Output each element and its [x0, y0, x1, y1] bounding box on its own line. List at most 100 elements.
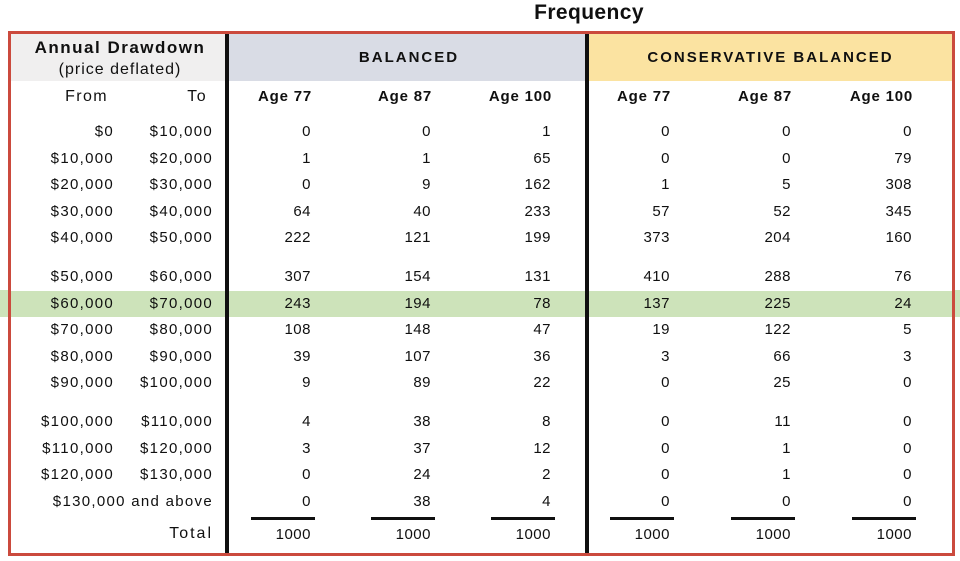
balanced-frequency-value: 0: [302, 492, 311, 510]
conservative-frequency-value: 0: [903, 374, 912, 391]
page-title: Frequency: [534, 1, 644, 24]
total-conservative-age-77: 1000: [589, 515, 710, 553]
conservative-frequency-value: 57: [652, 202, 670, 220]
conservative-frequency-value: 1: [782, 466, 791, 483]
conservative-frequency-value: 0: [903, 123, 912, 140]
conservative-frequency-value: 1: [782, 439, 791, 457]
balanced-frequency-value: 40: [413, 202, 431, 220]
banner-row: Annual Drawdown (price deflated) BALANCE…: [11, 34, 952, 81]
balanced-frequency-value: 4: [542, 492, 551, 510]
balanced-frequency-value: 38: [413, 413, 431, 430]
balanced-frequency-value: 47: [533, 321, 551, 338]
balanced-frequency-value: 0: [302, 176, 311, 193]
to-value: $30,000: [149, 176, 213, 193]
from-value: $120,000: [41, 466, 114, 483]
conservative-frequency-value: 308: [885, 176, 912, 193]
balanced-frequency-value: 1: [422, 149, 431, 167]
row-header-subtitle: (price deflated): [58, 61, 182, 78]
table-row: $130,000 and above 0 38 4 0 0 0: [11, 489, 952, 516]
from-value: $30,000: [50, 202, 114, 220]
balanced-frequency-value: 108: [284, 321, 311, 338]
conservative-frequency-value: 52: [773, 202, 791, 220]
conservative-frequency-value: 345: [885, 202, 912, 220]
row-header-banner: Annual Drawdown (price deflated): [11, 34, 229, 81]
balanced-frequency-value: 162: [524, 176, 551, 193]
balanced-frequency-value: 1: [542, 123, 551, 140]
total-overline: [491, 517, 555, 520]
to-value: $40,000: [149, 202, 213, 220]
to-value: $110,000: [141, 413, 213, 430]
balanced-frequency-value: 154: [404, 268, 431, 285]
conservative-frequency-value: 137: [643, 294, 670, 312]
balanced-frequency-value: 3: [302, 439, 311, 457]
total-conservative-age-100: 1000: [831, 515, 952, 553]
table-row: $80,000 $90,000 39 107 36 3 66 3: [11, 344, 952, 371]
balanced-frequency-value: 0: [422, 123, 431, 140]
total-overline: [371, 517, 435, 520]
to-value: $120,000: [140, 439, 213, 457]
range-label: $130,000 and above: [52, 492, 213, 510]
balanced-frequency-value: 2: [542, 466, 551, 483]
from-value: $10,000: [50, 149, 114, 167]
table-row: $10,000 $20,000 1 1 65 0 0 79: [11, 146, 952, 173]
to-value: $60,000: [149, 268, 213, 285]
conservative-frequency-value: 79: [894, 149, 912, 167]
total-balanced-age-100: 1000: [469, 515, 589, 553]
column-header-from: From: [65, 88, 108, 105]
table-row: $110,000 $120,000 3 37 12 0 1 0: [11, 436, 952, 463]
balanced-frequency-value: 0: [302, 123, 311, 140]
total-overline: [852, 517, 916, 520]
from-value: $90,000: [50, 374, 114, 391]
balanced-frequency-value: 1: [302, 149, 311, 167]
balanced-frequency-value: 39: [293, 347, 311, 365]
balanced-frequency-value: 0: [302, 466, 311, 483]
conservative-frequency-value: 160: [885, 229, 912, 246]
conservative-frequency-value: 76: [894, 268, 912, 285]
table-row: $30,000 $40,000 64 40 233 57 52 345: [11, 199, 952, 226]
column-header-conservative-age-77: Age 77: [617, 88, 671, 105]
conservative-frequency-value: 19: [652, 321, 670, 338]
balanced-frequency-value: 243: [284, 294, 311, 312]
to-value: $90,000: [149, 347, 213, 365]
section-divider-left: [225, 34, 229, 553]
table-body: $0 $10,000 0 0 1 0 0 0 $10,000 $20,000 1 1 65 0 0 79 $20…: [11, 119, 952, 515]
group-gap: [11, 397, 952, 410]
conservative-frequency-value: 0: [661, 149, 670, 167]
column-header-conservative-age-87: Age 87: [738, 88, 792, 105]
from-value: $110,000: [42, 439, 114, 457]
balanced-frequency-value: 36: [533, 347, 551, 365]
to-value: $50,000: [149, 229, 213, 246]
total-balanced-age-77: 1000: [229, 515, 349, 553]
frequency-table: Annual Drawdown (price deflated) BALANCE…: [8, 31, 955, 556]
from-value: $70,000: [50, 321, 114, 338]
conservative-frequency-value: 0: [661, 492, 670, 510]
column-header-row: From To Age 77 Age 87 Age 100 Age 77 Age…: [11, 81, 952, 113]
table-row: $40,000 $50,000 222 121 199 373 204 160: [11, 225, 952, 252]
balanced-frequency-value: 12: [533, 439, 551, 457]
table-row: $90,000 $100,000 9 89 22 0 25 0: [11, 370, 952, 397]
conservative-frequency-value: 0: [661, 466, 670, 483]
conservative-frequency-value: 0: [661, 439, 670, 457]
from-value: $40,000: [50, 229, 114, 246]
total-overline: [610, 517, 674, 520]
conservative-frequency-value: 225: [764, 294, 791, 312]
column-header-balanced-age-77: Age 77: [258, 88, 312, 105]
balanced-frequency-value: 89: [413, 374, 431, 391]
balanced-frequency-value: 9: [302, 374, 311, 391]
to-value: $10,000: [149, 123, 213, 140]
conservative-frequency-value: 25: [773, 374, 791, 391]
balanced-frequency-value: 107: [404, 347, 431, 365]
group-gap: [11, 252, 952, 265]
conservative-frequency-value: 1: [661, 176, 670, 193]
balanced-frequency-value: 37: [413, 439, 431, 457]
balanced-frequency-value: 22: [533, 374, 551, 391]
balanced-frequency-value: 4: [302, 413, 311, 430]
balanced-frequency-value: 38: [413, 492, 431, 510]
row-header-title: Annual Drawdown: [34, 38, 206, 57]
table-row: $0 $10,000 0 0 1 0 0 0: [11, 119, 952, 146]
to-value: $100,000: [140, 374, 213, 391]
conservative-frequency-value: 373: [643, 229, 670, 246]
to-value: $70,000: [149, 294, 213, 312]
balanced-frequency-value: 233: [524, 202, 551, 220]
